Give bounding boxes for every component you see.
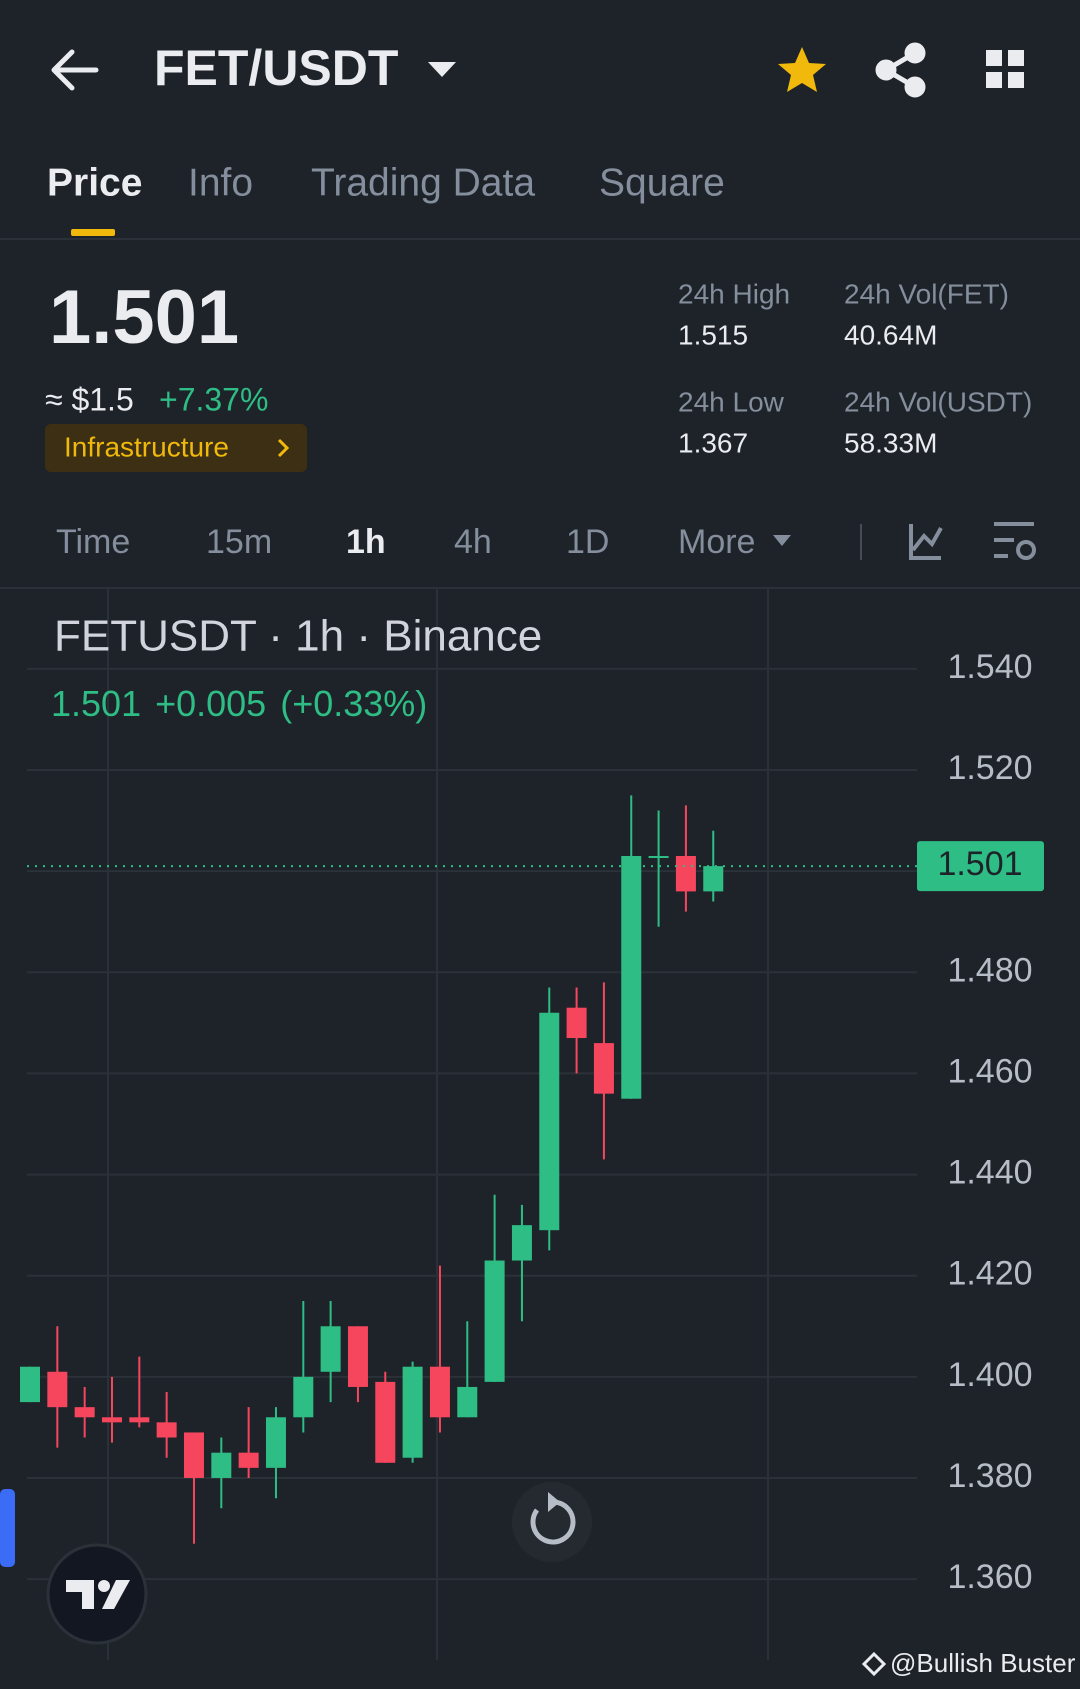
stat-label: 24h Vol(USDT) <box>844 386 1032 417</box>
legend-close: 1.501 <box>51 683 141 724</box>
y-tick-label: 1.440 <box>947 1154 1032 1192</box>
stat-label: 24h High <box>678 278 790 309</box>
y-tick-label: 1.540 <box>947 648 1032 686</box>
stat-value: 58.33M <box>844 427 937 458</box>
current-price-label: 1.501 <box>937 845 1022 883</box>
stat-label: 24h Vol(FET) <box>844 278 1009 309</box>
candle-body <box>183 1432 204 1478</box>
candle-body <box>402 1366 423 1458</box>
more-dropdown[interactable] <box>773 535 791 546</box>
candle-body <box>20 1366 40 1403</box>
change-24h: +7.37% <box>159 381 268 417</box>
grid-menu[interactable] <box>986 50 1024 88</box>
tab[interactable]: Price <box>47 161 142 204</box>
interval-tab[interactable]: 1D <box>566 523 609 561</box>
y-tick-label: 1.360 <box>947 1558 1032 1596</box>
candle-body <box>484 1260 505 1382</box>
side-tab[interactable] <box>0 1489 15 1567</box>
candle-body <box>293 1376 314 1418</box>
tag-badge[interactable] <box>45 424 307 472</box>
reset-button[interactable] <box>512 1482 592 1562</box>
back-button[interactable] <box>51 49 99 91</box>
chart: 1.5401.5201.5001.4801.4601.4401.4201.400… <box>20 588 1044 1660</box>
chart-legend: 1.501 +0.005 (+0.33%) <box>51 683 427 724</box>
tradingview-logo[interactable] <box>46 1543 148 1645</box>
pair-title[interactable]: FET/USDT <box>154 40 398 96</box>
stat-value: 40.64M <box>844 319 937 350</box>
candle-body <box>511 1225 532 1261</box>
candle-body <box>703 866 724 892</box>
y-tick-label: 1.420 <box>947 1255 1032 1293</box>
legend-change-pct: (+0.33%) <box>280 683 427 724</box>
tab[interactable]: Info <box>188 161 253 204</box>
candle-body <box>129 1417 150 1423</box>
y-tick-label: 1.380 <box>947 1457 1032 1495</box>
candle-body <box>211 1452 232 1478</box>
tab[interactable]: Square <box>599 161 725 204</box>
candle-body <box>429 1366 450 1418</box>
pair-dropdown[interactable] <box>428 62 456 77</box>
candle-body <box>265 1417 286 1468</box>
fiat-price: ≈ $1.5 <box>45 381 134 417</box>
stat-value: 1.367 <box>678 427 748 458</box>
candle-body <box>593 1043 614 1094</box>
settings-icon[interactable] <box>994 522 1036 560</box>
last-price: 1.501 <box>49 275 239 360</box>
y-tick-label: 1.480 <box>947 951 1032 989</box>
candle-body <box>375 1381 396 1463</box>
candle-body <box>648 856 669 858</box>
candle-body <box>101 1417 122 1423</box>
share-button[interactable] <box>875 42 926 98</box>
candle-body <box>47 1371 68 1408</box>
interval-tab[interactable]: 1h <box>346 523 386 561</box>
watermark-icon <box>861 1651 887 1677</box>
stat-label: 24h Low <box>678 386 785 417</box>
interval-tab[interactable]: 15m <box>206 523 272 561</box>
candle-body <box>566 1007 587 1039</box>
chart-title: FETUSDT · 1h · Binance <box>54 612 542 661</box>
candle-body <box>621 856 642 1099</box>
candle-body <box>238 1452 259 1468</box>
indicator-icon[interactable] <box>909 524 943 560</box>
tag-text[interactable]: Infrastructure <box>64 431 229 462</box>
interval-tab[interactable]: Time <box>56 523 130 561</box>
candle-body <box>539 1012 560 1231</box>
interval-tab[interactable]: 4h <box>454 523 492 561</box>
interval-tab[interactable]: More <box>678 523 755 561</box>
watermark: @Bullish Buster <box>890 1648 1076 1678</box>
candle-body <box>320 1326 341 1372</box>
current-price-box <box>917 841 1044 892</box>
tab[interactable]: Trading Data <box>311 161 535 204</box>
y-tick-label: 1.400 <box>947 1356 1032 1394</box>
favorite-star[interactable] <box>778 47 826 92</box>
candle-body <box>347 1326 368 1387</box>
y-tick-label: 1.460 <box>947 1052 1032 1090</box>
stat-value: 1.515 <box>678 319 748 350</box>
tab-underline <box>71 229 115 236</box>
candle-body <box>156 1422 177 1438</box>
candle-body <box>457 1386 478 1418</box>
legend-change: +0.005 <box>155 683 266 724</box>
candle-body <box>74 1407 95 1418</box>
y-tick-label: 1.520 <box>947 749 1032 787</box>
candle-body <box>675 856 696 892</box>
tag-chevron <box>277 438 290 458</box>
